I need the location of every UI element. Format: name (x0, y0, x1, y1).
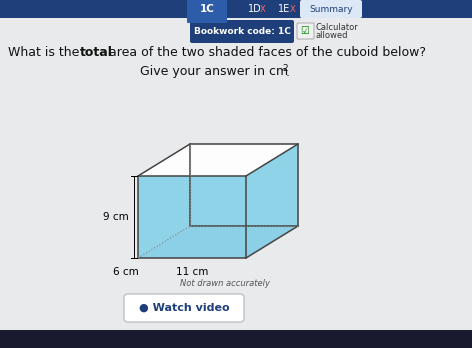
Text: 11 cm: 11 cm (176, 267, 208, 277)
Text: area of the two shaded faces of the cuboid below?: area of the two shaded faces of the cubo… (105, 46, 426, 58)
Text: Not drawn accurately: Not drawn accurately (180, 279, 270, 288)
FancyBboxPatch shape (124, 294, 244, 322)
Text: Bookwork code: 1C: Bookwork code: 1C (194, 27, 290, 36)
Text: Summary: Summary (309, 5, 353, 14)
Text: .: . (286, 65, 290, 79)
Polygon shape (138, 226, 298, 258)
FancyBboxPatch shape (0, 330, 472, 348)
Text: total: total (80, 46, 113, 58)
FancyBboxPatch shape (190, 20, 294, 43)
Text: 9 cm: 9 cm (103, 212, 129, 222)
Text: 1D: 1D (248, 4, 262, 14)
Text: 1E: 1E (278, 4, 290, 14)
FancyBboxPatch shape (297, 23, 314, 39)
FancyBboxPatch shape (187, 0, 227, 23)
FancyBboxPatch shape (300, 0, 362, 18)
Text: Calculator: Calculator (316, 24, 359, 32)
Text: 2: 2 (282, 64, 287, 73)
Text: ☑: ☑ (301, 26, 309, 36)
Text: 1C: 1C (200, 4, 214, 14)
Text: X: X (290, 5, 296, 14)
Polygon shape (138, 176, 246, 258)
Text: 6 cm: 6 cm (113, 267, 139, 277)
Text: allowed: allowed (316, 31, 348, 40)
Text: X: X (260, 5, 266, 14)
Polygon shape (138, 144, 298, 176)
FancyBboxPatch shape (0, 0, 472, 18)
Polygon shape (246, 144, 298, 258)
Text: ● Watch video: ● Watch video (139, 303, 229, 313)
Text: Give your answer in cm: Give your answer in cm (140, 65, 288, 79)
Text: What is the: What is the (8, 46, 84, 58)
